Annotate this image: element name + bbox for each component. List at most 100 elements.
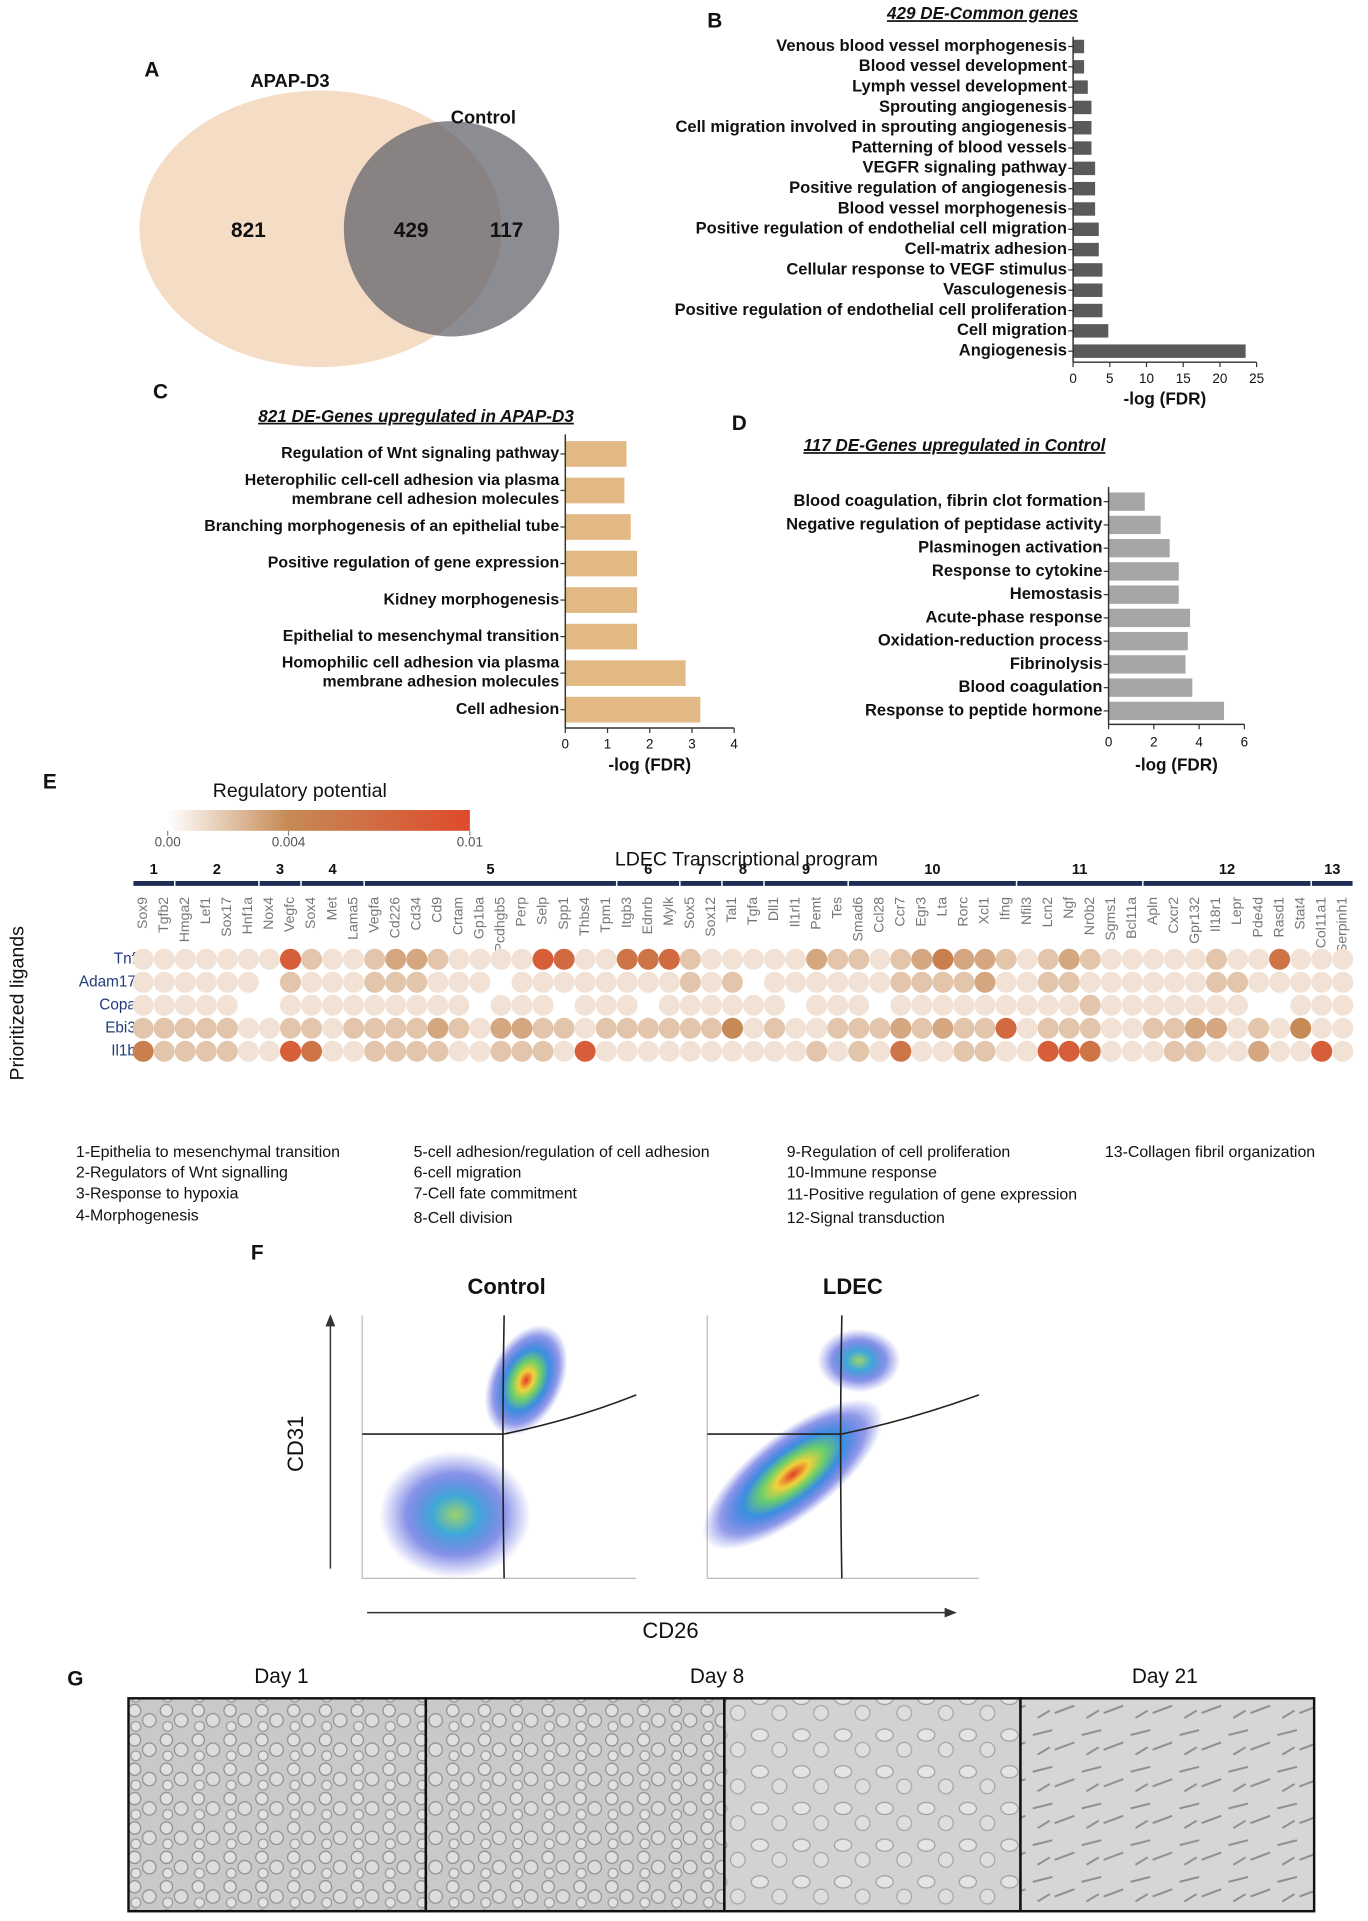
- target-label: Selp: [534, 897, 550, 925]
- bar: [1108, 701, 1225, 721]
- dot: [1205, 948, 1228, 970]
- y-tick-label: Positive regulation of gene expression: [268, 555, 559, 572]
- target-label: Xcl1: [976, 897, 992, 925]
- target-label: Lcn2: [1039, 897, 1055, 928]
- dot: [1269, 1040, 1291, 1062]
- target-label: Met: [323, 897, 339, 921]
- group-label: 8: [739, 862, 747, 878]
- dot: [785, 1017, 807, 1039]
- dot: [427, 994, 449, 1016]
- dot: [1184, 971, 1206, 993]
- bar: [565, 623, 638, 650]
- dot: [1269, 948, 1291, 970]
- target-label: Sox17: [218, 897, 234, 937]
- dot: [195, 948, 217, 970]
- dot: [932, 994, 954, 1016]
- target-label: Lama5: [344, 897, 360, 940]
- target-label: Tgfa: [744, 897, 760, 925]
- y-tick-label: Cell-matrix adhesion: [905, 240, 1067, 258]
- dot: [1163, 994, 1185, 1016]
- dot: [1163, 1017, 1185, 1039]
- dot: [1332, 1040, 1354, 1062]
- bar: [1073, 324, 1109, 338]
- dot: [511, 1040, 533, 1062]
- dot: [1269, 971, 1291, 993]
- dot: [1079, 971, 1101, 993]
- target-label: Ifng: [997, 897, 1013, 920]
- bar: [1073, 161, 1096, 176]
- colorbar-tick-label: 0.004: [272, 835, 306, 850]
- dot: [427, 1040, 449, 1062]
- dot: [806, 1040, 828, 1062]
- dot: [427, 1017, 449, 1039]
- target-label: Vegfa: [365, 897, 381, 933]
- bar: [1108, 655, 1186, 674]
- dot: [911, 1017, 933, 1039]
- ligand-label: Copa: [99, 996, 136, 1013]
- dot: [595, 1017, 617, 1039]
- group-legend: 7-Cell fate commitment: [414, 1185, 578, 1202]
- x-tick-label: 5: [1106, 371, 1113, 386]
- dot: [469, 994, 491, 1016]
- axis-arrow: [944, 1607, 957, 1618]
- dot: [1121, 971, 1143, 993]
- target-label: Tal1: [723, 897, 739, 923]
- dot: [343, 994, 365, 1016]
- dot: [742, 1040, 765, 1062]
- target-label: Cd9: [429, 897, 445, 923]
- dot: [448, 1017, 470, 1039]
- dot: [322, 994, 344, 1016]
- dot: [1163, 971, 1185, 993]
- bar: [565, 550, 638, 577]
- dot: [1121, 994, 1143, 1016]
- dot: [322, 1017, 344, 1039]
- bar: [565, 696, 701, 723]
- dot: [974, 1040, 996, 1062]
- dot: [827, 994, 849, 1016]
- dot: [301, 1040, 323, 1062]
- dot: [174, 994, 196, 1016]
- dot: [574, 948, 596, 970]
- group-label: 1: [150, 862, 158, 878]
- dot: [932, 1040, 954, 1062]
- micrograph: [723, 1697, 1022, 1913]
- y-tick-label: Hemostasis: [1010, 585, 1103, 603]
- y-tick-label: Plasminogen activation: [918, 539, 1102, 557]
- bar: [1108, 678, 1193, 697]
- dot: [1058, 971, 1080, 993]
- group-label: 2: [213, 862, 221, 878]
- dot: [911, 994, 933, 1016]
- x-tick-label: 2: [1150, 734, 1157, 749]
- group-label: 10: [924, 862, 940, 878]
- dot: [448, 971, 470, 993]
- dot: [637, 948, 659, 970]
- dot: [848, 994, 870, 1016]
- bar: [1073, 60, 1085, 74]
- axis-label: CD31: [283, 1416, 308, 1472]
- group-label: 13: [1324, 862, 1340, 878]
- axis-label: CD26: [642, 1618, 698, 1643]
- target-label: Tgfb2: [155, 897, 171, 933]
- y-tick-label: Vasculogenesis: [943, 281, 1067, 299]
- dot: [448, 994, 470, 1016]
- x-tick-label: 4: [730, 737, 738, 752]
- y-tick-label: Blood coagulation, fibrin clot formation: [794, 492, 1103, 510]
- dot: [700, 1017, 722, 1039]
- dot: [911, 971, 933, 993]
- y-tick-label: Cell adhesion: [456, 701, 559, 718]
- dot: [700, 971, 722, 993]
- dot: [848, 971, 870, 993]
- dot: [1016, 948, 1038, 970]
- dot: [1290, 1017, 1312, 1039]
- dot: [1100, 1040, 1122, 1062]
- target-label: Il18r1: [1207, 897, 1223, 932]
- target-label: Ccl28: [870, 897, 886, 933]
- target-label: Lta: [934, 897, 950, 917]
- dot: [574, 994, 596, 1016]
- dot: [995, 971, 1017, 993]
- target-label: Rorc: [955, 897, 971, 927]
- dot: [553, 948, 575, 970]
- dot: [616, 1017, 638, 1039]
- dot: [848, 1040, 870, 1062]
- y-tick-label: Oxidation-reduction process: [878, 632, 1103, 650]
